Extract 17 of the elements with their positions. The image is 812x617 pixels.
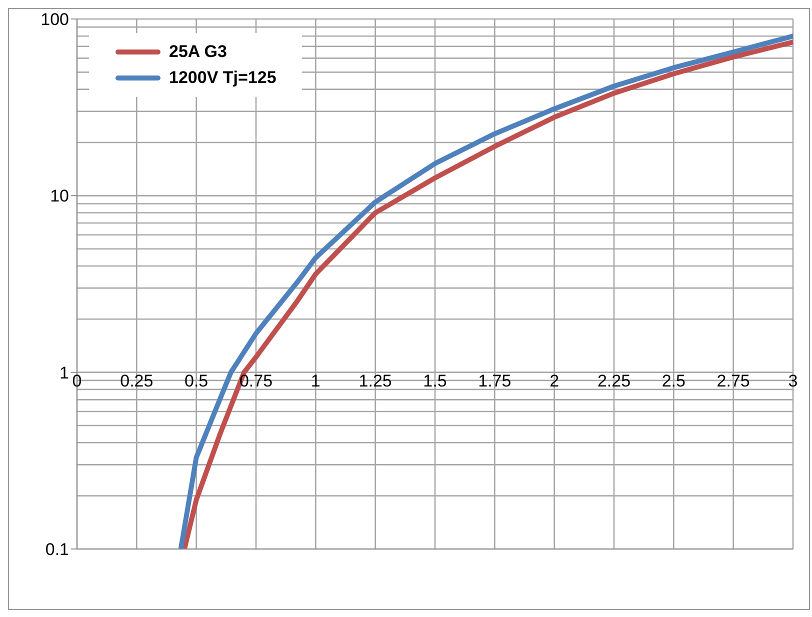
legend-label: 25A G3 [169,41,227,63]
x-tick-label: 1.5 [423,371,447,390]
x-tick-label: 0 [72,371,82,390]
y-tick-label: 100 [40,10,69,30]
legend-label: 1200V Tj=125 [169,67,276,89]
x-tick-label: 0.5 [184,371,208,390]
x-tick-label: 1.75 [478,371,512,390]
x-tick-label: 3 [788,371,798,390]
x-tick-label: 2.5 [662,371,686,390]
x-tick-label: 2.75 [716,371,750,390]
y-tick-label: 0.1 [45,540,69,560]
x-tick-label: 2 [550,371,560,390]
x-tick-label: 0.25 [120,371,154,390]
x-tick-label: 2.25 [597,371,631,390]
x-tick-label: 1 [310,371,320,390]
x-tick-label: 1.25 [358,371,392,390]
y-tick-label: 10 [50,186,69,206]
